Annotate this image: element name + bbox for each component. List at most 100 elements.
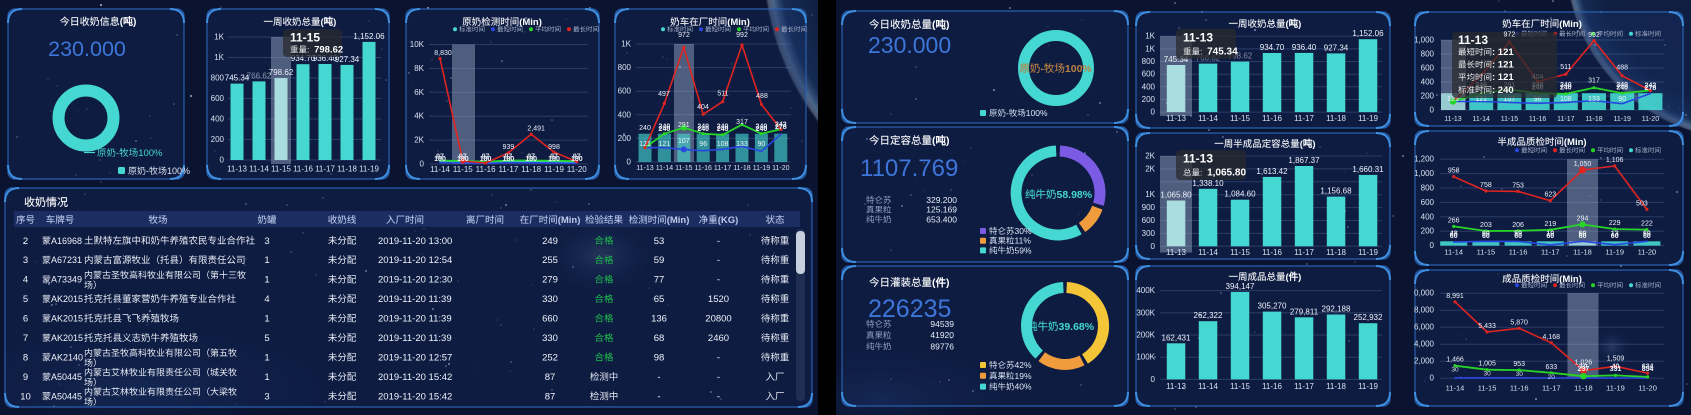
svg-text:331: 331 [1610, 366, 1622, 373]
svg-text:39.68%: 39.68% [1059, 321, 1095, 333]
svg-text:11-20: 11-20 [567, 165, 587, 174]
svg-text:(吨): (吨) [932, 134, 950, 147]
svg-text:240: 240 [756, 126, 768, 133]
svg-text:A50445: A50445 [51, 391, 82, 401]
svg-text:180: 180 [480, 156, 492, 163]
svg-text:4: 4 [264, 294, 269, 305]
svg-text:60: 60 [1482, 233, 1490, 240]
svg-text:180: 180 [525, 156, 537, 163]
svg-text:5,870: 5,870 [1510, 319, 1528, 326]
svg-text:40: 40 [1612, 364, 1620, 371]
svg-text:11-19: 11-19 [1358, 382, 1378, 391]
svg-text:1,084.60: 1,084.60 [1224, 190, 1256, 199]
svg-text:68: 68 [654, 333, 665, 344]
svg-text:219: 219 [1544, 221, 1556, 228]
svg-text:1,200: 1,200 [1414, 155, 1435, 164]
svg-text:5: 5 [264, 333, 269, 344]
svg-text:255: 255 [542, 255, 558, 266]
svg-text:11-18: 11-18 [1326, 114, 1346, 123]
svg-text:488: 488 [756, 93, 768, 100]
svg-text::: : [1200, 168, 1202, 178]
svg-text:400: 400 [618, 110, 632, 119]
svg-text:200: 200 [1142, 95, 1156, 104]
svg-text:11-19: 11-19 [1358, 114, 1378, 123]
svg-text:1: 1 [264, 275, 269, 286]
svg-text:60: 60 [1482, 231, 1490, 238]
svg-text:252: 252 [542, 353, 558, 364]
svg-text:2019-11-20 12:30: 2019-11-20 12:30 [378, 275, 452, 286]
svg-text:1,509: 1,509 [1607, 355, 1625, 362]
svg-text:934.70: 934.70 [291, 54, 316, 63]
svg-text:230.000: 230.000 [868, 32, 951, 58]
svg-text:11%: 11% [1015, 236, 1032, 246]
svg-text:800: 800 [211, 74, 225, 83]
svg-text:0: 0 [220, 156, 225, 165]
svg-text:121: 121 [1447, 96, 1459, 103]
svg-text:240: 240 [659, 124, 671, 131]
svg-text:11-15: 11-15 [1230, 248, 1250, 257]
svg-text:1,152.06: 1,152.06 [353, 32, 385, 41]
svg-text:2,000: 2,000 [1414, 357, 1435, 366]
svg-text:98: 98 [654, 353, 665, 364]
svg-text:242: 242 [1645, 83, 1657, 90]
svg-text:11-16: 11-16 [695, 165, 712, 172]
svg-text:89776: 89776 [930, 341, 954, 351]
svg-text:0: 0 [1151, 242, 1156, 251]
svg-text:AK2015: AK2015 [51, 314, 83, 324]
svg-text:(Min): (Min) [1559, 19, 1582, 30]
svg-text:623: 623 [1544, 192, 1556, 199]
svg-text:278: 278 [1645, 85, 1657, 92]
svg-text:2K: 2K [414, 136, 424, 145]
svg-text:11-19: 11-19 [1605, 248, 1624, 257]
svg-text:96: 96 [1534, 96, 1542, 103]
svg-text:100%: 100% [167, 166, 190, 176]
svg-text:58.98%: 58.98% [1057, 189, 1093, 201]
svg-text:11-18: 11-18 [1585, 116, 1602, 123]
svg-text:0: 0 [1430, 241, 1435, 250]
svg-text:100%: 100% [1026, 108, 1048, 118]
svg-text:11-18: 11-18 [521, 165, 541, 174]
svg-text:11-15: 11-15 [290, 31, 320, 45]
svg-text:1,026: 1,026 [1575, 360, 1593, 367]
svg-text:-: - [116, 148, 119, 159]
svg-text:60: 60 [1643, 233, 1651, 240]
svg-text:200K: 200K [1136, 331, 1155, 340]
svg-text:1,065.80: 1,065.80 [1160, 191, 1192, 200]
svg-text:11-13: 11-13 [1183, 152, 1213, 166]
svg-text:1,152.06: 1,152.06 [1352, 29, 1384, 38]
svg-text:2019-11-20 15:42: 2019-11-20 15:42 [378, 391, 452, 402]
svg-text:11-13: 11-13 [227, 165, 247, 174]
svg-text:59: 59 [654, 255, 665, 266]
svg-text:600: 600 [1142, 70, 1156, 79]
svg-text:317: 317 [1588, 78, 1600, 85]
svg-text:1520: 1520 [708, 294, 729, 305]
svg-text:266: 266 [1448, 217, 1460, 224]
svg-text:-: - [717, 275, 720, 286]
svg-text:3: 3 [264, 391, 269, 402]
svg-text:(Min): (Min) [727, 17, 750, 28]
svg-text:100%: 100% [1065, 63, 1093, 75]
svg-text:11-20: 11-20 [1642, 116, 1659, 123]
svg-text:200: 200 [1421, 92, 1435, 101]
svg-text:20: 20 [1548, 374, 1556, 381]
svg-text:AK2140: AK2140 [51, 353, 83, 363]
svg-text:11-17: 11-17 [1294, 114, 1314, 123]
svg-text:206: 206 [1512, 222, 1524, 229]
svg-text:203: 203 [1480, 222, 1492, 229]
svg-text:798.62: 798.62 [1228, 52, 1253, 61]
svg-text:11-16: 11-16 [1510, 384, 1529, 393]
svg-text:1,660.31: 1,660.31 [1352, 165, 1384, 174]
svg-text:798.62: 798.62 [314, 45, 343, 56]
svg-text:936.40: 936.40 [1292, 43, 1317, 52]
svg-text:108: 108 [1560, 96, 1572, 103]
svg-text:1,065.80: 1,065.80 [1207, 168, 1246, 179]
svg-text:972: 972 [1504, 32, 1516, 39]
svg-text:97: 97 [459, 154, 467, 161]
svg-text:A73349: A73349 [51, 275, 82, 285]
svg-text:1,867.37: 1,867.37 [1288, 156, 1320, 165]
svg-text:2K: 2K [1145, 152, 1155, 161]
svg-text:0: 0 [1430, 106, 1435, 115]
svg-text:6: 6 [23, 314, 28, 325]
svg-text:1,106: 1,106 [1606, 157, 1624, 164]
svg-text:53: 53 [654, 236, 665, 247]
